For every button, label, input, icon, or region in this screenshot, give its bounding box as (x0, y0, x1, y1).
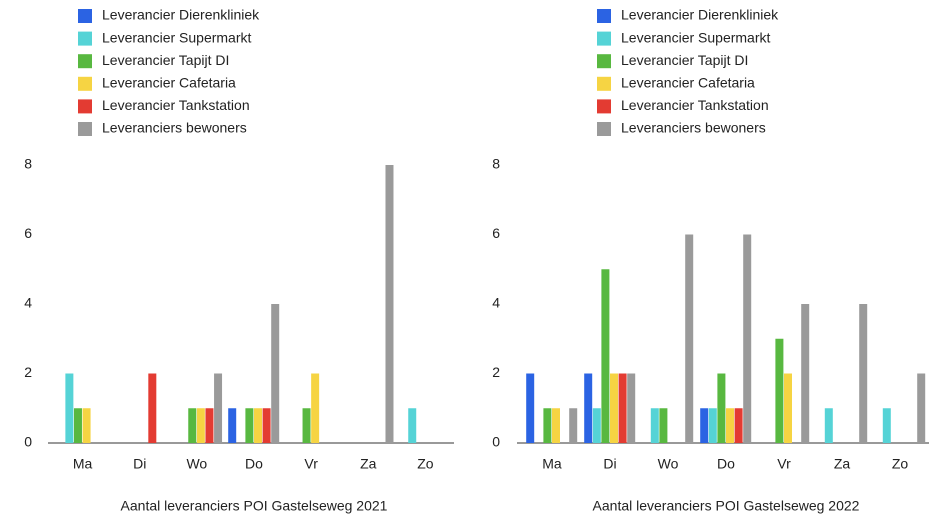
bar (726, 408, 734, 443)
x-tick-label: Ma (73, 456, 93, 472)
x-tick-label: Vr (304, 456, 318, 472)
x-tick-label: Di (133, 456, 146, 472)
bar (734, 408, 743, 443)
x-tick-label: Do (245, 456, 263, 472)
legend-label: Leverancier Tapijt DI (621, 52, 748, 68)
bar (552, 408, 560, 443)
bar (917, 373, 926, 443)
bar (73, 408, 82, 443)
x-tick-label: Za (360, 456, 377, 472)
bar (148, 373, 157, 443)
legend-label: Leveranciers bewoners (102, 120, 247, 136)
x-tick-label: Wo (186, 456, 207, 472)
bar (618, 373, 627, 443)
legend-label: Leveranciers bewoners (621, 120, 766, 136)
x-tick-label: Vr (777, 456, 791, 472)
y-tick-label: 6 (24, 225, 32, 241)
legend-label: Leverancier Cafetaria (102, 75, 236, 91)
bar (685, 234, 694, 443)
bar (784, 373, 792, 443)
bar (526, 373, 535, 443)
bar (385, 165, 394, 443)
y-tick-label: 4 (24, 295, 32, 311)
legend-swatch (78, 9, 92, 23)
bar (610, 373, 618, 443)
bar (824, 408, 833, 443)
bar (859, 304, 868, 443)
legend-label: Leverancier Supermarkt (621, 29, 771, 45)
legend-swatch (597, 99, 611, 114)
bar (543, 408, 552, 443)
y-tick-label: 8 (492, 156, 500, 172)
x-tick-label: Ma (542, 456, 562, 472)
bar (254, 408, 262, 443)
x-tick-label: Wo (658, 456, 679, 472)
y-tick-label: 0 (492, 434, 500, 450)
legend-label: Leverancier Dierenkliniek (621, 7, 779, 23)
legend-swatch (597, 76, 611, 91)
y-tick-label: 0 (24, 434, 32, 450)
legend-swatch (597, 54, 611, 69)
bar (65, 373, 74, 443)
x-tick-label: Zo (892, 456, 909, 472)
x-tick-label: Do (717, 456, 735, 472)
bar (601, 269, 610, 443)
x-tick-label: Za (834, 456, 851, 472)
bar (271, 304, 280, 443)
bar (659, 408, 668, 443)
y-tick-label: 4 (492, 295, 500, 311)
bar (82, 408, 91, 443)
bar (717, 373, 726, 443)
bar (650, 408, 659, 443)
legend-label: Leverancier Supermarkt (102, 29, 252, 45)
bar (196, 408, 205, 443)
bar (228, 408, 237, 443)
legend-label: Leverancier Dierenkliniek (102, 7, 260, 23)
bar (708, 408, 717, 443)
bar (262, 408, 271, 443)
legend-swatch (597, 9, 611, 23)
bar (245, 408, 254, 443)
legend-label: Leverancier Tankstation (102, 97, 250, 113)
bar (882, 408, 891, 443)
legend-label: Leverancier Cafetaria (621, 75, 755, 91)
legend-swatch (597, 122, 611, 136)
bar (627, 373, 636, 443)
legend-swatch (78, 122, 92, 136)
legend-label: Leverancier Tankstation (621, 97, 769, 113)
bar (743, 234, 752, 443)
legend-label: Leverancier Tapijt DI (102, 52, 229, 68)
bar (205, 408, 214, 443)
y-tick-label: 6 (492, 225, 500, 241)
y-tick-label: 8 (24, 156, 32, 172)
bar (569, 408, 578, 443)
bar (775, 338, 784, 443)
x-tick-label: Di (603, 456, 616, 472)
legend-swatch (78, 76, 92, 91)
bar (801, 304, 810, 443)
legend-swatch (78, 99, 92, 114)
legend-swatch (78, 54, 92, 69)
x-tick-label: Zo (417, 456, 434, 472)
bar (592, 408, 601, 443)
legend-swatch (78, 31, 92, 46)
bar (408, 408, 417, 443)
y-tick-label: 2 (492, 364, 500, 380)
bar (214, 373, 223, 443)
bar (584, 373, 593, 443)
legend-swatch (597, 31, 611, 46)
bar (302, 408, 311, 443)
chart-title: Aantal leveranciers POI Gastelseweg 2022 (593, 498, 860, 514)
y-tick-label: 2 (24, 364, 32, 380)
bar (311, 373, 320, 443)
bar (700, 408, 709, 443)
bar (188, 408, 197, 443)
chart-title: Aantal leveranciers POI Gastelseweg 2021 (121, 498, 388, 514)
